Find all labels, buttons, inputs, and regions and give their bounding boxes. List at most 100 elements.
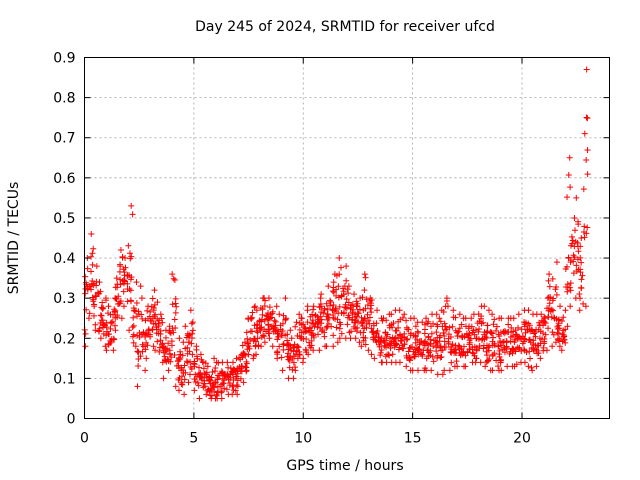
y-tick-label: 0.4: [53, 251, 75, 267]
data-point: [448, 343, 455, 350]
data-point: [446, 367, 453, 374]
data-point: [540, 344, 547, 351]
data-point: [555, 330, 562, 337]
data-point: [303, 347, 310, 354]
data-point: [292, 364, 299, 371]
data-point: [168, 342, 175, 349]
data-point: [558, 317, 565, 324]
data-point: [296, 319, 303, 326]
data-point: [284, 350, 291, 357]
data-point: [223, 386, 230, 393]
data-point: [577, 295, 584, 302]
data-point: [165, 340, 172, 347]
data-point: [327, 299, 334, 306]
data-point: [583, 156, 590, 163]
data-point: [261, 339, 268, 346]
data-point: [529, 367, 536, 374]
data-point: [549, 329, 556, 336]
data-point: [247, 336, 254, 343]
data-point: [564, 194, 571, 201]
data-point: [267, 315, 274, 322]
data-point: [153, 324, 160, 331]
data-point: [108, 338, 115, 345]
data-point: [376, 343, 383, 350]
data-point: [149, 295, 156, 302]
data-point: [571, 254, 578, 261]
data-point: [250, 355, 257, 362]
data-point: [520, 346, 527, 353]
data-point: [252, 303, 259, 310]
data-point: [90, 312, 97, 319]
data-point: [89, 261, 96, 268]
data-point: [550, 307, 557, 314]
data-point: [357, 329, 364, 336]
data-point: [240, 379, 247, 386]
data-point: [194, 379, 201, 386]
data-point: [243, 329, 250, 336]
data-point: [168, 354, 175, 361]
data-point: [409, 344, 416, 351]
data-point: [424, 320, 431, 327]
data-point: [183, 358, 190, 365]
data-point: [117, 298, 124, 305]
data-point: [471, 331, 478, 338]
data-point: [365, 347, 372, 354]
data-point: [221, 385, 228, 392]
data-point: [130, 314, 137, 321]
data-point: [272, 326, 279, 333]
data-point: [186, 371, 193, 378]
data-point: [490, 321, 497, 328]
data-point: [392, 327, 399, 334]
data-point: [257, 304, 264, 311]
data-point: [532, 342, 539, 349]
data-point: [318, 316, 325, 323]
data-point: [327, 302, 334, 309]
data-point: [187, 307, 194, 314]
chart-title: Day 245 of 2024, SRMTID for receiver ufc…: [195, 19, 495, 35]
data-point: [572, 238, 579, 245]
data-point: [122, 264, 129, 271]
data-point: [88, 268, 95, 275]
data-point: [575, 248, 582, 255]
data-point: [345, 283, 352, 290]
data-point: [578, 276, 585, 283]
data-point: [269, 308, 276, 315]
data-point: [525, 307, 532, 314]
data-point: [257, 324, 264, 331]
data-point: [462, 363, 469, 370]
data-point: [545, 325, 552, 332]
data-point: [549, 297, 556, 304]
data-point: [189, 327, 196, 334]
data-point: [175, 387, 182, 394]
data-point: [117, 276, 124, 283]
data-point: [122, 255, 129, 262]
data-point: [290, 359, 297, 366]
data-point: [336, 325, 343, 332]
data-point: [443, 297, 450, 304]
data-point: [185, 379, 192, 386]
data-point: [450, 307, 457, 314]
data-point: [577, 243, 584, 250]
data-point: [533, 363, 540, 370]
data-point: [288, 335, 295, 342]
data-point: [483, 334, 490, 341]
data-point: [120, 288, 127, 295]
data-point: [143, 339, 150, 346]
data-point: [427, 336, 434, 343]
data-point: [142, 346, 149, 353]
data-point: [351, 291, 358, 298]
data-point: [495, 343, 502, 350]
data-point: [279, 328, 286, 335]
data-point: [186, 348, 193, 355]
data-point: [486, 355, 493, 362]
data-point: [275, 333, 282, 340]
data-point: [137, 353, 144, 360]
y-tick-label: 0.1: [53, 371, 75, 387]
data-point: [166, 351, 173, 358]
data-point: [427, 352, 434, 359]
data-point: [370, 336, 377, 343]
data-point: [496, 351, 503, 358]
data-point: [488, 329, 495, 336]
data-point: [365, 317, 372, 324]
data-point: [440, 308, 447, 315]
